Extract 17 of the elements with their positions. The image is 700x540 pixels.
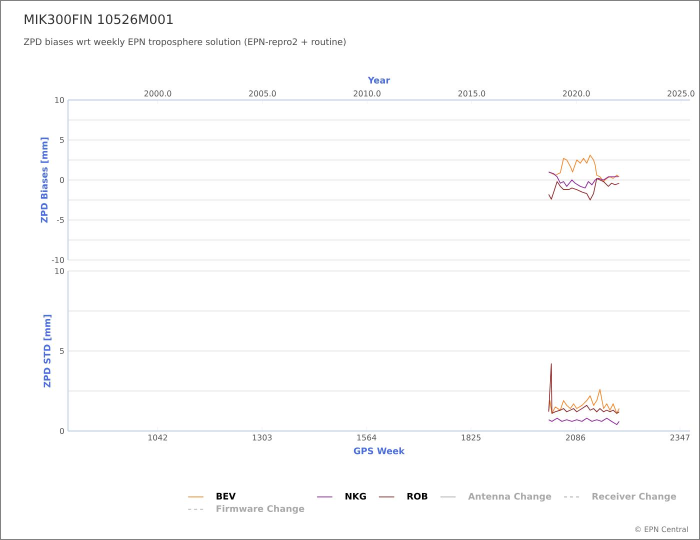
y-axis-title: ZPD STD [mm] — [44, 314, 52, 388]
line-series — [548, 178, 620, 200]
chart-subtitle: ZPD biases wrt weekly EPN troposphere solution (EPN-repro2 + routine) — [24, 38, 346, 47]
x-axis-title: GPS Week — [354, 447, 405, 454]
line-series — [548, 154, 620, 182]
chart-title: MIK300FIN 10526M001 — [24, 14, 173, 24]
legend-label: NKG — [346, 492, 366, 500]
legend-label: Receiver Change — [592, 492, 676, 502]
legend-label: BEV — [216, 492, 236, 500]
legend-label: Antenna Change — [468, 492, 552, 502]
y-axis-title: ZPD Biases [mm] — [40, 138, 49, 223]
line-series — [548, 363, 620, 414]
legend-label: ROB — [407, 492, 428, 500]
x2-axis-title: Year — [368, 76, 390, 84]
legend-label: Firmware Change — [216, 505, 304, 514]
line-series — [548, 418, 620, 425]
line-series — [548, 388, 620, 414]
